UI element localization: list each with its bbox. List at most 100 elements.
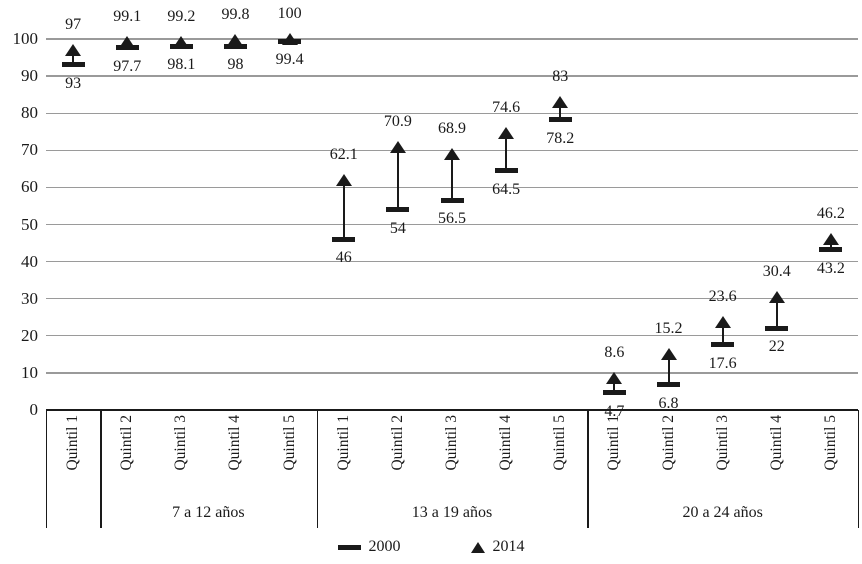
marker-triangle-2014 <box>227 33 244 46</box>
value-label-2000: 6.8 <box>658 394 679 412</box>
value-label-2000: 98.1 <box>167 56 196 74</box>
y-axis-tick-label: 70 <box>21 140 38 160</box>
connector-line <box>396 146 399 210</box>
y-axis-tick-label: 20 <box>21 325 38 345</box>
marker-triangle-2014 <box>552 96 569 109</box>
marker-dash-2000 <box>602 390 626 396</box>
value-label-2014: 100 <box>277 5 302 22</box>
gridline <box>46 372 858 374</box>
marker-triangle-2014 <box>119 36 136 49</box>
marker-dash-2000 <box>711 342 735 348</box>
x-axis-category-label: Quintil 5 <box>821 415 839 471</box>
connector-line <box>342 179 345 240</box>
y-axis-tick-label: 60 <box>21 177 38 197</box>
value-label-2000: 98 <box>227 56 244 74</box>
marker-triangle-2014 <box>335 173 352 186</box>
legend-item-2014: 2014 <box>470 538 525 556</box>
marker-triangle-2014 <box>768 291 785 304</box>
value-label-2014: 99.1 <box>113 8 142 26</box>
x-axis-category-label: Quintil 1 <box>605 415 623 471</box>
gridline <box>46 260 858 263</box>
value-label-2014: 74.6 <box>492 99 521 117</box>
chart-legend: 2000 2014 <box>0 535 862 559</box>
connector-line <box>505 133 508 171</box>
gridline <box>46 223 858 226</box>
legend-label-2014: 2014 <box>492 538 525 555</box>
marker-dash-2000 <box>494 168 518 174</box>
x-axis-category-label: Quintil 5 <box>280 415 298 471</box>
marker-dash-2000 <box>657 382 681 388</box>
value-label-2000: 46 <box>335 249 352 267</box>
y-axis-tick-label: 30 <box>21 288 38 308</box>
x-axis-category-label: Quintil 1 <box>64 415 82 471</box>
value-label-2014: 99.8 <box>221 5 250 23</box>
value-label-2014: 97 <box>65 16 82 34</box>
marker-triangle-2014 <box>389 140 406 153</box>
x-axis-category-label: Quintil 2 <box>118 415 136 471</box>
x-axis-category-label: Quintil 5 <box>551 415 569 471</box>
marker-triangle-2014 <box>173 35 190 48</box>
marker-dash-2000 <box>548 117 572 123</box>
marker-dash-2000 <box>223 43 247 49</box>
x-axis-category-label: Quintil 3 <box>713 415 731 471</box>
gridline <box>46 112 858 114</box>
value-label-2000: 43.2 <box>816 259 845 277</box>
x-axis-category-label: Quintil 4 <box>767 415 785 471</box>
marker-dash-2000 <box>61 62 85 68</box>
connector-line <box>613 378 616 393</box>
value-label-2000: 97.7 <box>113 57 142 75</box>
value-label-2014: 99.2 <box>167 7 196 25</box>
y-axis-tick-label: 90 <box>21 66 38 86</box>
marker-triangle-2014 <box>65 44 82 57</box>
y-axis-tick-label: 50 <box>21 214 38 234</box>
connector-line <box>72 50 75 65</box>
value-label-2014: 83 <box>552 68 569 86</box>
value-label-2000: 99.4 <box>275 51 304 69</box>
marker-dash-2000 <box>440 197 464 203</box>
x-axis-group-label: 7 a 12 años <box>172 504 245 521</box>
gridline <box>46 335 858 337</box>
category-divider <box>46 410 48 528</box>
value-label-2014: 70.9 <box>383 112 412 130</box>
marker-triangle-2014 <box>606 372 623 385</box>
triangle-marker-icon <box>470 541 485 553</box>
value-label-2014: 30.4 <box>762 263 791 281</box>
marker-dash-2000 <box>386 207 410 213</box>
y-axis-tick-label: 0 <box>29 400 39 419</box>
marker-triangle-2014 <box>281 33 298 45</box>
value-label-2000: 54 <box>389 219 406 237</box>
gridline <box>46 75 858 77</box>
connector-line <box>559 102 562 120</box>
value-label-2014: 68.9 <box>438 120 466 138</box>
marker-dash-2000 <box>819 247 843 253</box>
connector-line <box>451 154 453 201</box>
gridline <box>46 298 858 300</box>
marker-triangle-2014 <box>498 127 515 140</box>
marker-dash-2000 <box>765 325 789 331</box>
dash-marker-icon <box>337 544 361 550</box>
value-label-2014: 15.2 <box>654 319 683 337</box>
value-label-2014: 8.6 <box>604 344 625 362</box>
y-axis-tick-label: 80 <box>21 103 38 123</box>
category-divider <box>100 410 102 528</box>
x-axis-category-label: Quintil 1 <box>334 415 352 471</box>
value-label-2000: 93 <box>65 74 82 92</box>
x-axis-category-label: Quintil 4 <box>497 415 515 471</box>
marker-dash-2000 <box>332 236 356 242</box>
x-axis-group-label: 13 a 19 años <box>411 504 493 521</box>
legend-label-2000: 2000 <box>368 538 401 555</box>
category-divider <box>587 410 589 528</box>
category-divider <box>316 410 319 528</box>
x-axis-category-label: Quintil 2 <box>659 415 677 471</box>
value-label-2014: 62.1 <box>329 145 358 163</box>
value-label-2014: 23.6 <box>708 288 737 306</box>
value-label-2000: 17.6 <box>708 354 737 372</box>
value-label-2000: 22 <box>768 338 785 356</box>
y-axis-tick-label: 100 <box>12 29 39 48</box>
connector-line <box>667 353 670 385</box>
connector-line <box>775 297 778 329</box>
marker-triangle-2014 <box>444 148 460 161</box>
marker-triangle-2014 <box>714 316 731 329</box>
x-axis-category-label: Quintil 3 <box>443 415 460 471</box>
